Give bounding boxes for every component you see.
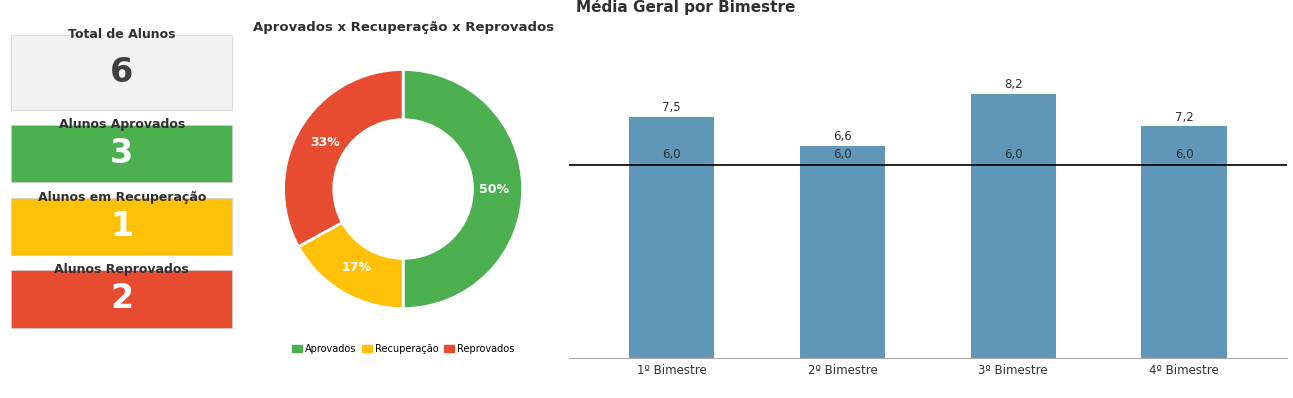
Text: 6,6: 6,6 [833,130,852,143]
Text: Média Geral por Bimestre: Média Geral por Bimestre [577,0,795,15]
Text: Alunos Reprovados: Alunos Reprovados [54,263,189,277]
Wedge shape [283,70,403,247]
Bar [1142,126,1227,358]
Text: 7,2: 7,2 [1174,111,1193,124]
Title: Aprovados x Recuperação x Reprovados: Aprovados x Recuperação x Reprovados [252,21,553,34]
Wedge shape [403,70,522,308]
Text: 6: 6 [110,56,133,89]
Bar [971,94,1056,358]
Text: 6,0: 6,0 [1003,148,1023,161]
Text: Alunos em Recuperação: Alunos em Recuperação [37,191,206,204]
Text: 6,0: 6,0 [662,148,681,161]
Text: 50%: 50% [478,183,509,195]
Bar [628,117,714,358]
FancyBboxPatch shape [12,35,233,109]
Text: Total de Alunos: Total de Alunos [69,28,176,41]
Text: Alunos Aprovados: Alunos Aprovados [58,118,185,131]
Bar [800,146,886,358]
Text: 33%: 33% [310,136,340,149]
Text: 3: 3 [110,137,133,170]
Text: 7,5: 7,5 [662,101,681,114]
FancyBboxPatch shape [12,125,233,182]
FancyBboxPatch shape [12,197,233,255]
Text: 1: 1 [110,210,133,243]
Wedge shape [299,222,403,308]
Text: 6,0: 6,0 [1175,148,1193,161]
Text: 2: 2 [110,283,133,316]
Text: 6,0: 6,0 [833,148,852,161]
Text: 8,2: 8,2 [1003,78,1023,92]
FancyBboxPatch shape [12,270,233,328]
Legend: Aprovados, Recuperação, Reprovados: Aprovados, Recuperação, Reprovados [288,340,518,357]
Text: 17%: 17% [341,261,372,274]
